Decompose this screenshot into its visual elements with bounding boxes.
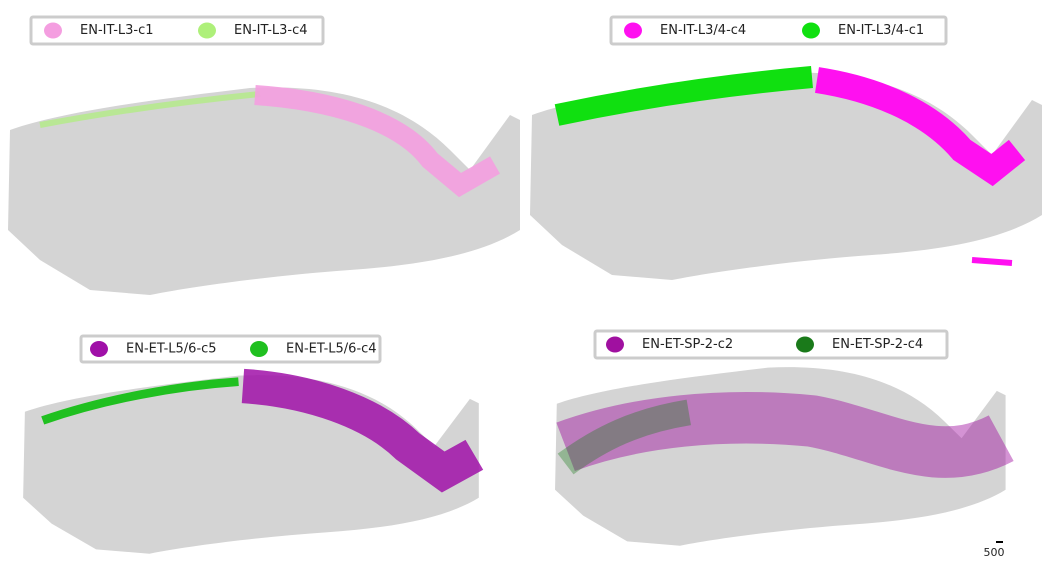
legend-marker xyxy=(44,22,62,39)
legend-label: EN-IT-L3/4-c1 xyxy=(838,23,924,38)
legend-marker xyxy=(802,22,820,39)
panel-1-tissue xyxy=(8,85,520,295)
legend-label: EN-IT-L3/4-c4 xyxy=(660,23,746,38)
scale-label: 500 xyxy=(984,546,1005,559)
legend-marker xyxy=(198,22,216,39)
legend-marker xyxy=(624,22,642,39)
panel-3-tissue xyxy=(23,368,484,554)
legend-box xyxy=(29,15,325,46)
legend-marker xyxy=(90,341,108,357)
legend-label: EN-ET-SP-2-c4 xyxy=(832,337,923,352)
legend-label: EN-ET-L5/6-c5 xyxy=(126,342,217,357)
legend-label: EN-IT-L3-c4 xyxy=(234,23,308,38)
legend-marker xyxy=(250,341,268,357)
panel-2-tissue xyxy=(530,66,1042,280)
legend-box xyxy=(593,329,949,360)
legend-marker xyxy=(796,336,814,353)
legend-label: EN-ET-L5/6-c4 xyxy=(286,342,377,357)
legend-label: EN-IT-L3-c1 xyxy=(80,23,154,38)
legend-box xyxy=(609,15,948,46)
legend-marker xyxy=(606,336,624,353)
panel-4-tissue xyxy=(555,367,1014,546)
legend-label: EN-ET-SP-2-c2 xyxy=(642,337,733,352)
legend-box xyxy=(79,334,382,364)
